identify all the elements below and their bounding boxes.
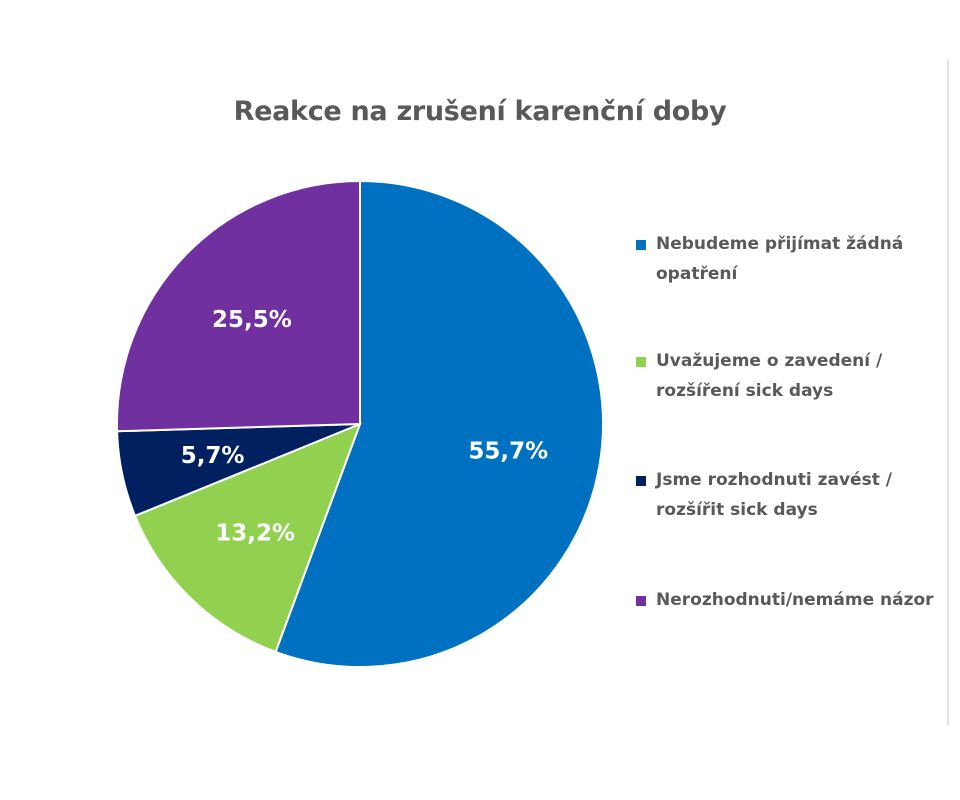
pie-slice-4 [116, 179, 361, 433]
legend-label-2: Uvažujeme o zavedení / rozšíření sick da… [656, 351, 883, 401]
pie-labels: 55,7% 13,2% 5,7% 25,5% [181, 307, 548, 546]
legend-label-3: Jsme rozhodnuti zavést / rozšířit sick d… [656, 470, 892, 520]
legend-label-1: Nebudeme přijímat žádná opatření [656, 234, 904, 284]
slice-value-label-1: 55,7% [468, 439, 548, 465]
pie-slice-2 [133, 422, 362, 654]
chart-title: Reakce na zrušení karenční doby [233, 96, 727, 127]
slice-value-label-3: 5,7% [181, 443, 245, 469]
legend-swatch-1 [636, 240, 646, 250]
legend-swatch-3 [636, 476, 646, 486]
frame-edge [947, 60, 949, 725]
slice-value-label-2: 13,2% [215, 520, 295, 546]
slice-value-label-4: 25,5% [212, 307, 292, 333]
legend-swatch-2 [636, 357, 646, 367]
legend-swatch-4 [636, 596, 646, 606]
pie-slices [116, 179, 604, 668]
pie-slice-1 [274, 179, 604, 668]
legend-label-4: Nerozhodnuti/nemáme názor [656, 590, 934, 610]
